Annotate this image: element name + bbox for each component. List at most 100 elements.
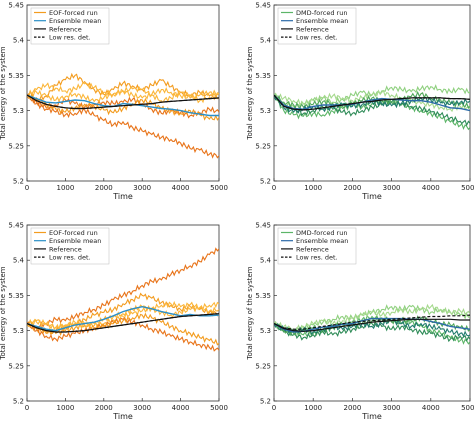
- y-tick-label: 5.35: [8, 72, 24, 80]
- y-tick-label: 5.3: [13, 327, 24, 335]
- x-tick-label: 5000: [210, 184, 228, 192]
- x-axis-label: Time: [361, 412, 382, 421]
- series-group: [274, 84, 470, 131]
- legend-box: [30, 227, 110, 265]
- x-tick-label: 0: [25, 404, 29, 412]
- x-tick-label: 4000: [172, 404, 190, 412]
- x-tick-label: 1000: [304, 404, 322, 412]
- x-tick-label: 4000: [172, 184, 190, 192]
- x-tick-label: 5000: [461, 404, 474, 412]
- y-tick-label: 5.35: [255, 292, 271, 300]
- series-line-run: [27, 94, 219, 159]
- legend-label: Reference: [49, 25, 82, 33]
- series-line-reference: [274, 318, 470, 332]
- x-tick-label: 3000: [133, 184, 151, 192]
- y-tick-label: 5.2: [13, 398, 24, 406]
- series-line-run: [274, 315, 470, 337]
- chart-panel-4: 5.2 5.25 5.3 5.35 5.4 5.45 0 1000 2000 3000 4000 50…: [246, 222, 474, 421]
- y-tick-label: 5.3: [13, 107, 24, 115]
- x-tick-label: 1000: [304, 184, 322, 192]
- x-tick-label: 5000: [210, 404, 228, 412]
- legend-label: Ensemble mean: [49, 237, 101, 245]
- legend-label: Low res. det.: [296, 34, 338, 42]
- series-line-mean: [27, 94, 219, 117]
- y-tick-label: 5.45: [8, 222, 24, 230]
- legend-label: DMD-forced run: [296, 9, 347, 17]
- y-tick-label: 5.4: [13, 257, 25, 265]
- y-axis-label: Total energy of the system: [0, 266, 7, 360]
- x-tick-label: 0: [25, 184, 29, 192]
- y-tick-label: 5.45: [255, 2, 271, 10]
- legend-label: Reference: [296, 25, 329, 33]
- y-tick-label: 5.3: [260, 327, 271, 335]
- y-tick-label: 5.2: [260, 178, 271, 186]
- series-line-run: [274, 320, 470, 343]
- y-tick-label: 5.4: [13, 37, 25, 45]
- y-axis-label: Total energy of the system: [246, 46, 254, 140]
- series-line-run: [274, 94, 470, 131]
- series-line-lowres: [27, 313, 219, 333]
- y-tick-label: 5.2: [13, 178, 24, 186]
- series-line-mean: [27, 305, 219, 332]
- series-line-run: [27, 92, 219, 121]
- series-line-run: [274, 89, 470, 113]
- series-line-mean: [274, 94, 470, 112]
- legend-box: [277, 7, 357, 45]
- y-tick-label: 5.4: [260, 257, 272, 265]
- x-tick-label: 3000: [133, 404, 151, 412]
- legend-label: Low res. det.: [49, 34, 91, 42]
- legend-label: Ensemble mean: [49, 17, 101, 25]
- x-tick-label: 4000: [422, 184, 440, 192]
- x-tick-label: 2000: [343, 184, 361, 192]
- y-tick-label: 5.45: [255, 222, 271, 230]
- x-tick-label: 1000: [56, 184, 74, 192]
- x-tick-label: 4000: [422, 404, 440, 412]
- x-tick-label: 5000: [461, 184, 474, 192]
- y-tick-label: 5.25: [255, 142, 271, 150]
- legend-label: Low res. det.: [296, 254, 338, 262]
- y-axis-label: Total energy of the system: [0, 46, 7, 140]
- series-line-run: [27, 87, 219, 104]
- series-line-run: [274, 303, 470, 332]
- legend-label: Reference: [49, 245, 82, 253]
- y-tick-label: 5.35: [8, 292, 24, 300]
- chart-panel-1: 5.2 5.25 5.3 5.35 5.4 5.45 0 1000 2000 3000 4000 50…: [0, 2, 228, 202]
- x-tick-label: 0: [272, 184, 276, 192]
- series-line-run: [27, 312, 219, 346]
- series-line-run: [27, 317, 219, 352]
- y-tick-label: 5.3: [260, 107, 271, 115]
- x-tick-label: 2000: [343, 404, 361, 412]
- x-axis-label: Time: [361, 192, 382, 201]
- x-axis-label: Time: [112, 412, 133, 421]
- y-tick-label: 5.25: [8, 362, 24, 370]
- legend-label: Low res. det.: [49, 254, 91, 262]
- y-axis-label: Total energy of the system: [246, 266, 254, 360]
- series-group: [27, 72, 219, 159]
- legend-label: Reference: [296, 245, 329, 253]
- series-line-run: [27, 72, 219, 102]
- series-line-lowres: [27, 94, 219, 110]
- x-axis-label: Time: [112, 192, 133, 201]
- x-tick-label: 3000: [383, 404, 401, 412]
- chart-panel-2: 5.2 5.25 5.3 5.35 5.4 5.45 0 1000 2000 3000 4000 50…: [246, 2, 474, 202]
- series-line-run: [274, 94, 470, 127]
- legend-label: EOF-forced run: [49, 229, 98, 237]
- x-tick-label: 0: [272, 404, 276, 412]
- series-line-run: [27, 247, 219, 330]
- x-tick-label: 3000: [383, 184, 401, 192]
- series-line-run: [274, 90, 470, 110]
- y-tick-label: 5.45: [8, 2, 24, 10]
- x-tick-label: 2000: [95, 184, 113, 192]
- legend-label: Ensemble mean: [296, 17, 348, 25]
- series-group: [27, 247, 219, 352]
- x-tick-label: 2000: [95, 404, 113, 412]
- series-line-reference: [274, 94, 470, 111]
- y-tick-label: 5.25: [8, 142, 24, 150]
- legend-label: EOF-forced run: [49, 9, 98, 17]
- legend-label: DMD-forced run: [296, 229, 347, 237]
- y-tick-label: 5.4: [260, 37, 272, 45]
